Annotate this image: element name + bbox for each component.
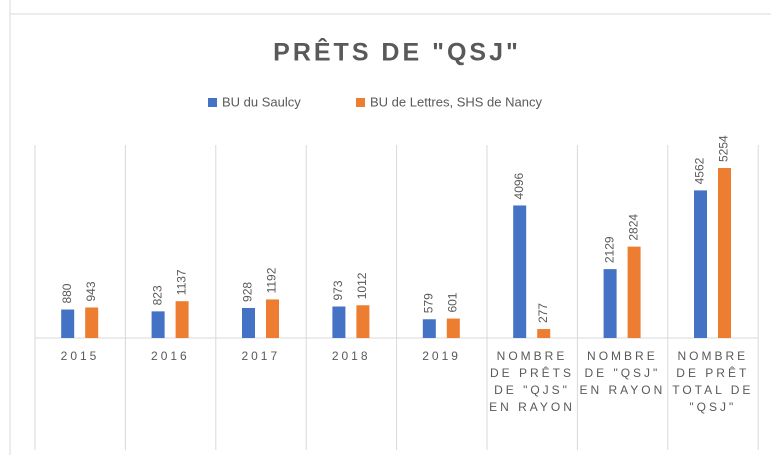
data-label: 1192 [265,267,279,293]
bar [85,307,99,338]
bar [356,305,370,338]
legend-label: BU de Lettres, SHS de Nancy [370,94,542,109]
data-label: 823 [150,285,164,305]
data-label: 880 [60,283,74,303]
bar [603,269,617,338]
x-tick-label: 2016 [151,349,190,363]
legend-swatch [208,98,217,107]
bar [694,190,707,338]
data-label: 4562 [693,157,707,184]
x-tick-label: NOMBRE DE PRÊTS DE "QJS" EN RAYON [489,349,575,414]
bar [242,307,255,338]
bar [175,301,189,338]
x-tick-label: 2018 [331,349,371,363]
x-tick-label: 2019 [422,349,461,363]
x-tick-label: NOMBRE DE "QSJ" EN RAYON [579,349,666,397]
data-label: 601 [445,292,459,312]
legend-swatch [356,98,365,107]
x-tick-label: NOMBRE DE PRÊT TOTAL DE "QSJ" [672,349,754,414]
data-label: 1137 [174,269,188,295]
data-label: 1012 [355,272,369,299]
bar [332,306,346,338]
data-label: 943 [84,281,98,301]
data-label: 973 [331,280,345,300]
bar [537,329,551,338]
data-label: 2129 [602,236,616,263]
legend-label: BU du Saulcy [222,94,301,109]
x-tick-label: 2017 [241,349,281,363]
x-tick-label: 2015 [60,349,100,363]
bar [422,319,436,338]
bar [266,299,279,338]
data-label: 2824 [626,214,640,241]
chart-title: PRÊTS DE "QSJ" [273,37,521,67]
data-label: 928 [241,282,255,302]
data-label: 5254 [717,135,731,162]
data-label: 579 [421,293,435,313]
bar [627,246,641,338]
bar [151,311,165,338]
bar [718,168,731,338]
bar [446,318,460,338]
bar [61,309,75,338]
data-label: 277 [536,303,550,323]
bar [513,205,527,338]
data-label: 4096 [512,172,526,199]
